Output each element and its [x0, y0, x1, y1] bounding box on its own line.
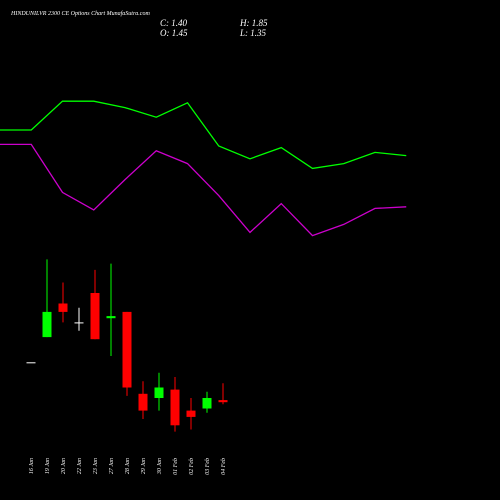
line-series [0, 100, 407, 170]
x-tick-label: 27 Jan [109, 458, 115, 474]
x-tick-label: 04 Feb [220, 458, 227, 475]
x-tick-label: 20 Jan [61, 458, 67, 474]
x-tick-label: 02 Feb [189, 458, 195, 475]
candle-body [26, 362, 36, 364]
candle-body [138, 393, 148, 411]
info-open: O: 1.45 [160, 28, 188, 38]
info-close: C: 1.40 [160, 18, 188, 28]
x-tick-label: 29 Jan [141, 458, 147, 474]
line-series [0, 143, 407, 237]
candle-body [202, 398, 212, 409]
x-tick-label: 19 Jan [45, 458, 51, 474]
candle-body [170, 389, 180, 426]
x-tick-label: 01 Feb [173, 458, 179, 475]
x-tick-label: 23 Jan [93, 458, 99, 474]
candle-body [106, 316, 116, 319]
candle-body [218, 400, 228, 403]
x-tick-label: 16 Jan [29, 458, 35, 474]
candle-body [90, 293, 100, 340]
x-tick-label: 28 Jan [125, 458, 131, 474]
candle-body [42, 311, 52, 338]
candle-body [154, 387, 164, 398]
info-high: H: 1.85 [239, 18, 268, 28]
x-tick-label: 03 Feb [205, 458, 211, 475]
x-tick-label: 30 Jan [157, 458, 163, 475]
info-low: L: 1.35 [239, 28, 267, 38]
candle-body [74, 322, 84, 324]
candle-body [58, 303, 68, 312]
candle-body [122, 311, 132, 388]
candle-body [186, 410, 196, 417]
x-tick-label: 22 Jan [77, 458, 83, 474]
chart-title: HINDUNILVR 2300 CE Options Chart MunafaS… [10, 10, 150, 17]
